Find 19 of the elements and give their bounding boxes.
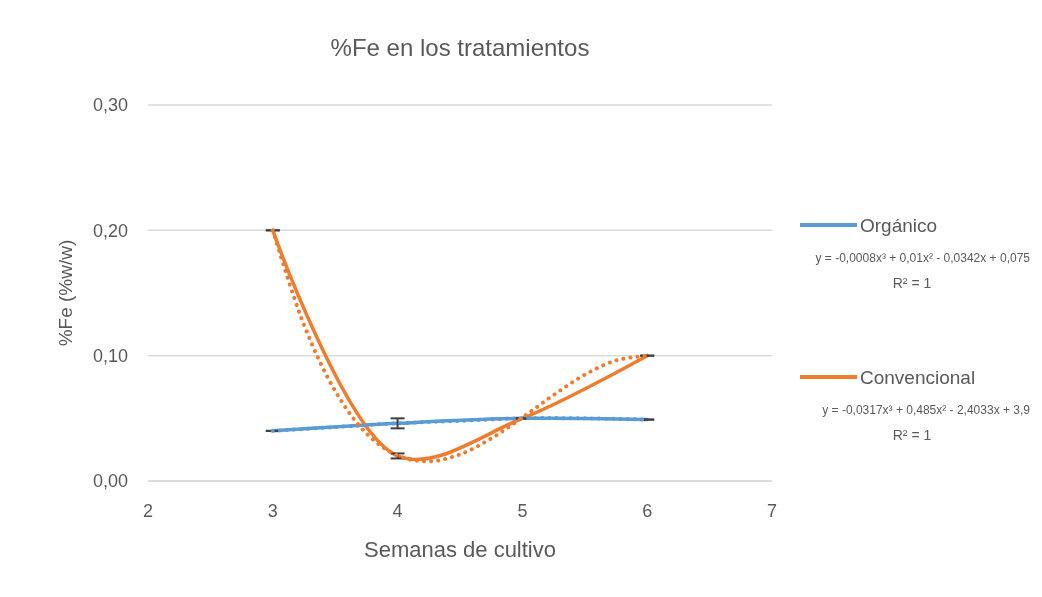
legend-label: Orgánico	[860, 214, 938, 236]
x-tick-label: 2	[142, 501, 154, 521]
x-tick-label: 4	[392, 501, 403, 521]
y-tick-label: 0,20	[92, 220, 128, 241]
legend-label: Convencional	[860, 366, 976, 388]
y-tick-label: 0,00	[92, 471, 128, 492]
text: y = -0,0317x³ + 0,485x² - 2,4033x + 3,9	[822, 403, 1031, 417]
x-tick-label: 3	[267, 501, 278, 521]
y-axis-title: %Fe (%w/w)	[55, 239, 76, 347]
text: y = -0,0008x³ + 0,01x² - 0,0342x + 0,075	[815, 251, 1031, 265]
y-tick-label: 0,10	[92, 345, 128, 366]
text: R² = 1	[892, 427, 932, 443]
y-tick-label: 0,30	[92, 95, 128, 116]
text: R² = 1	[892, 275, 932, 291]
x-tick-label: 7	[766, 501, 778, 521]
x-axis-title: Semanas de cultivo	[364, 537, 556, 562]
x-tick-label: 5	[517, 501, 528, 521]
x-tick-label: 6	[642, 501, 653, 521]
chart-title: %Fe en los tratamientos	[330, 34, 590, 61]
